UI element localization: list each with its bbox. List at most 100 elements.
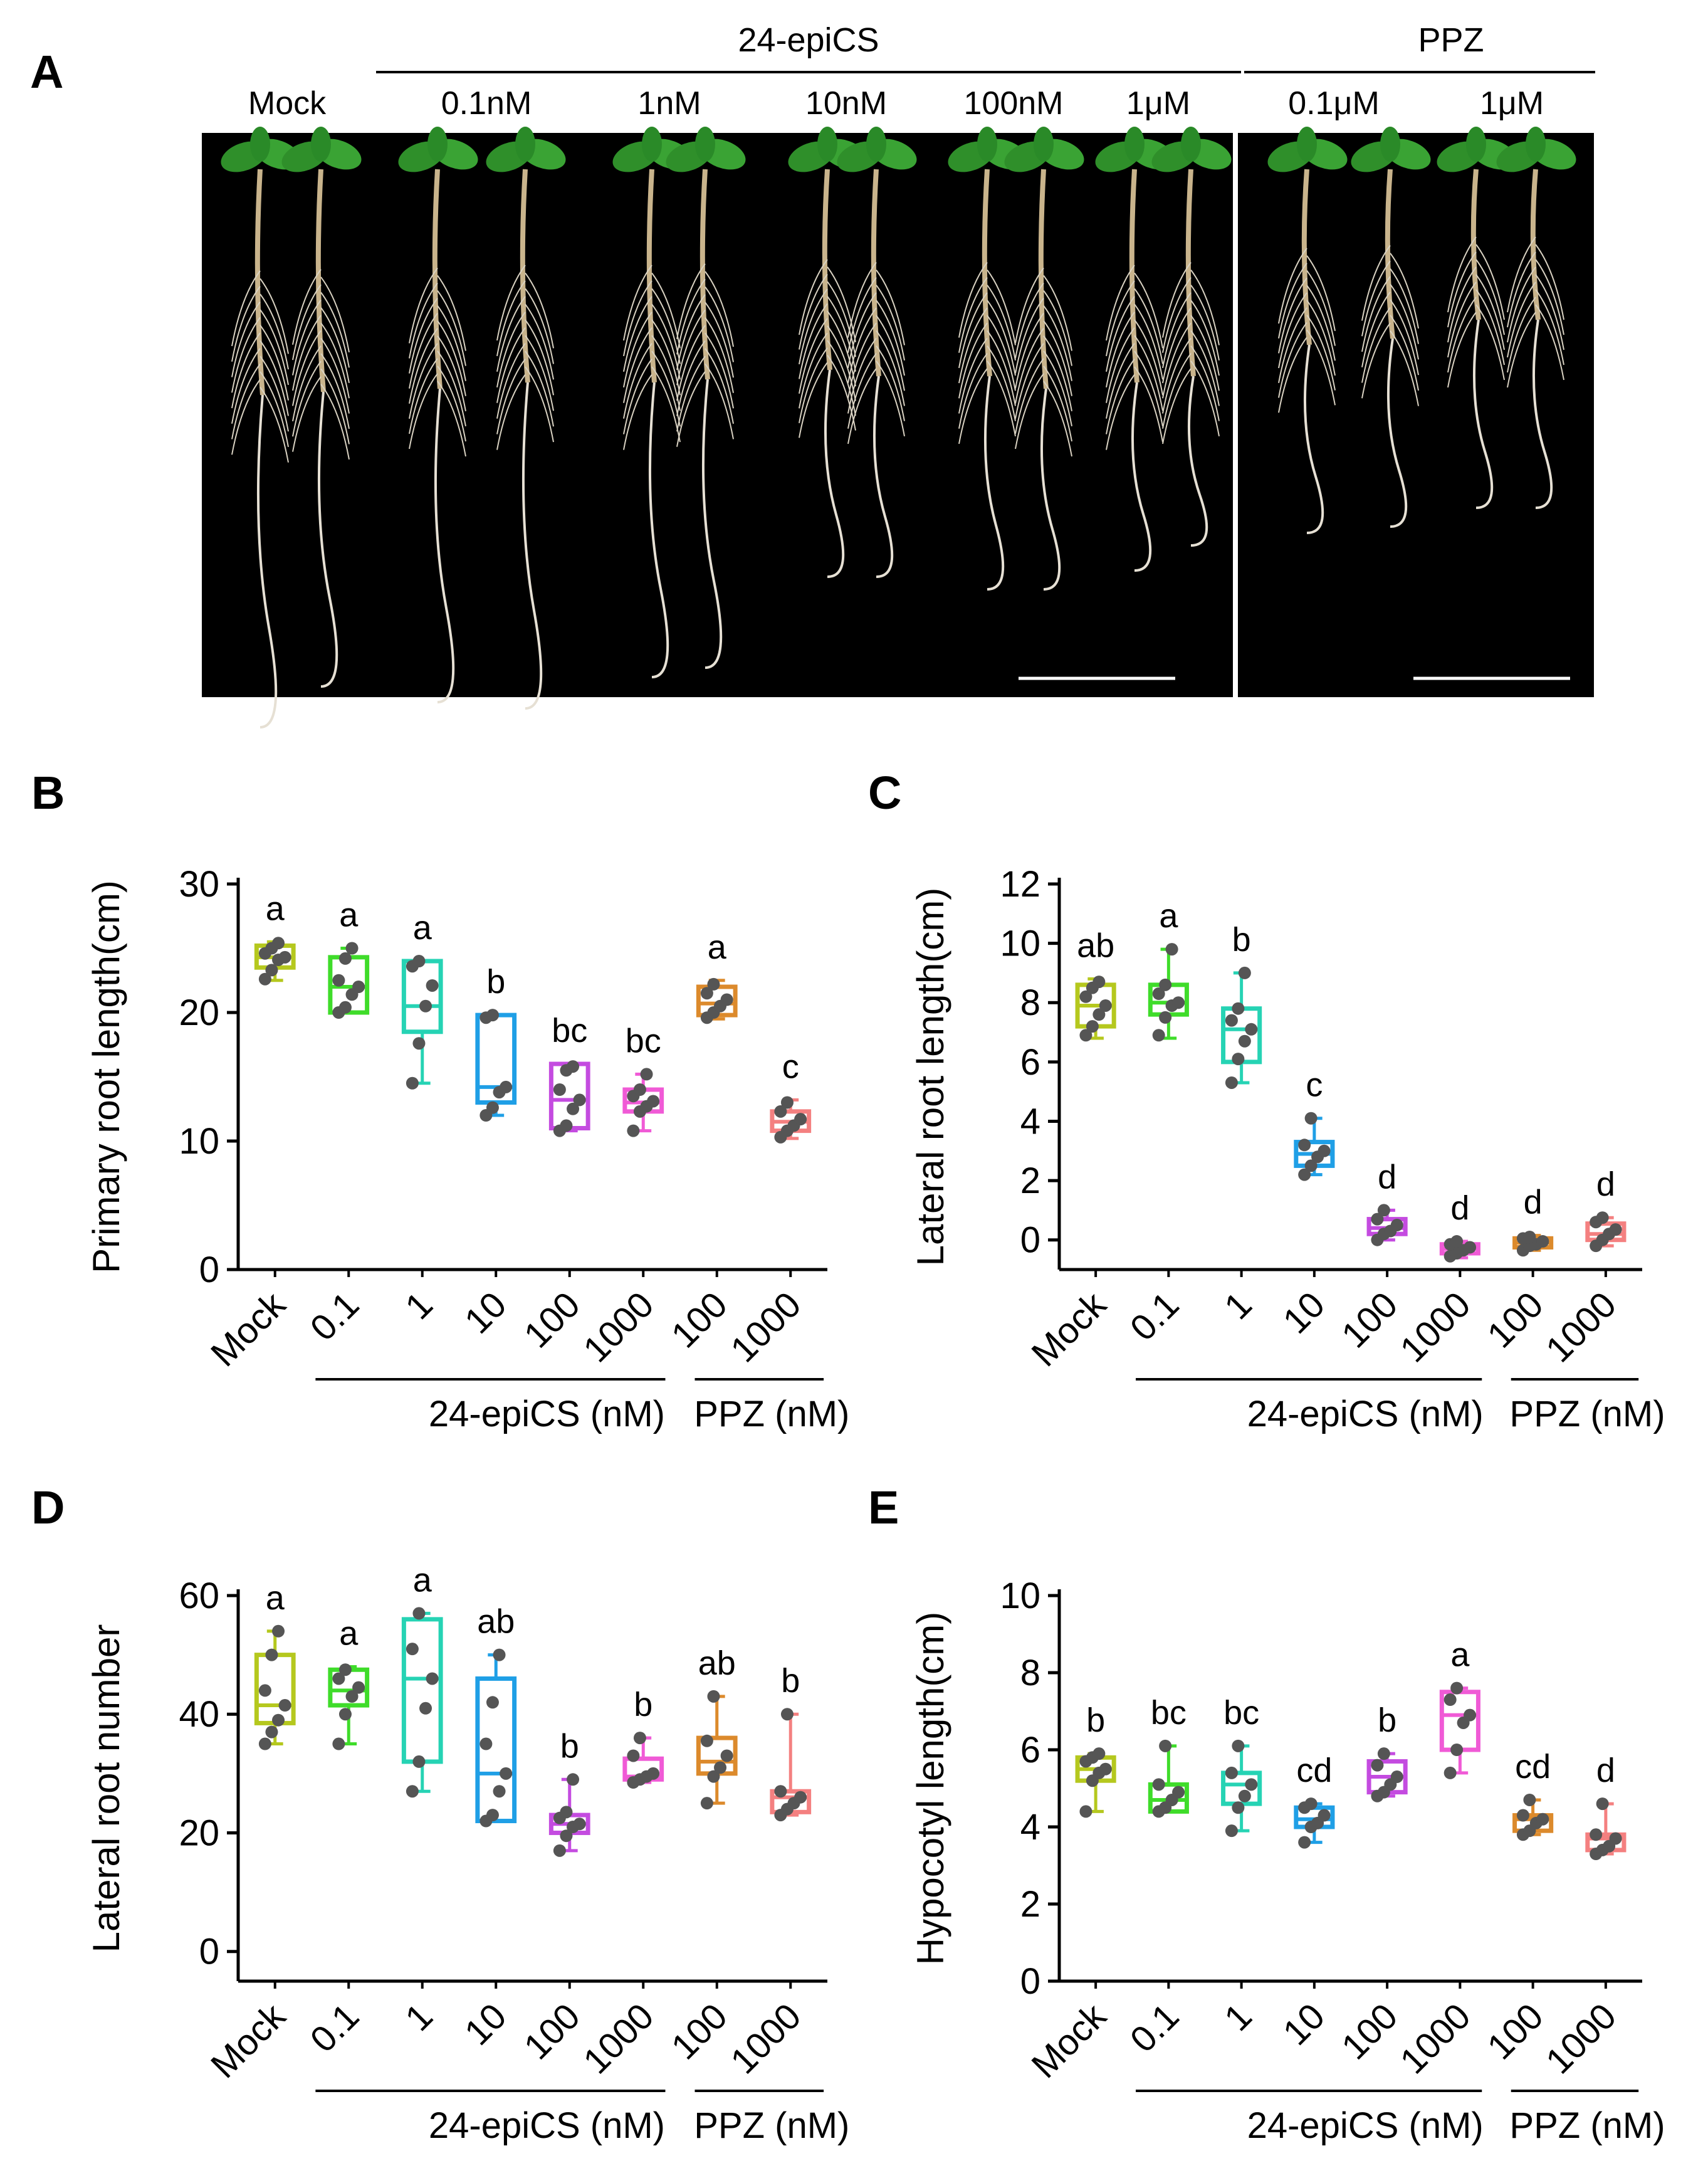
data-point — [352, 981, 365, 993]
data-point — [493, 1785, 506, 1798]
data-point — [419, 1702, 432, 1715]
seedling — [1267, 127, 1348, 534]
box-4: b — [1366, 1702, 1408, 1802]
lateral-root — [437, 366, 466, 442]
data-point — [1238, 1789, 1251, 1802]
data-point — [265, 1648, 278, 1661]
y-tick-label: 2 — [1020, 1884, 1040, 1925]
lateral-root — [1015, 282, 1044, 359]
lateral-root — [1106, 265, 1135, 341]
data-point — [720, 993, 733, 1006]
seedling-root — [824, 369, 845, 578]
lateral-root — [1535, 259, 1564, 335]
data-point — [1298, 1836, 1311, 1849]
lateral-root — [676, 355, 706, 432]
seedling — [1004, 127, 1084, 591]
lateral-root — [1306, 270, 1336, 346]
lateral-root — [1390, 330, 1419, 406]
lateral-root — [876, 330, 905, 406]
significance-letter: a — [413, 909, 432, 947]
significance-letter: a — [1450, 1636, 1470, 1674]
significance-letter: d — [1596, 1165, 1615, 1203]
lateral-root — [1043, 275, 1072, 351]
lateral-root — [1134, 288, 1163, 364]
data-point — [1390, 1770, 1403, 1784]
leaf — [1124, 127, 1145, 162]
lateral-root — [409, 298, 438, 374]
lateral-root — [1361, 260, 1391, 337]
lateral-root — [1278, 277, 1307, 354]
lateral-root — [437, 275, 466, 351]
seedling — [666, 127, 746, 669]
significance-letter: cd — [1515, 1748, 1551, 1786]
lateral-root — [1475, 244, 1505, 320]
lateral-root — [320, 276, 350, 353]
lateral-root — [1507, 266, 1536, 343]
lateral-root — [1507, 251, 1536, 328]
lateral-root — [799, 362, 828, 438]
lateral-root — [623, 327, 652, 403]
box-6: d — [1512, 1184, 1554, 1257]
x-tick-label: 100 — [516, 1284, 588, 1355]
seedling-stem — [1038, 169, 1049, 389]
significance-letter: b — [781, 1662, 800, 1700]
lateral-root — [231, 379, 261, 455]
data-point — [1377, 1747, 1390, 1760]
x-tick-label: 100 — [516, 1996, 588, 2067]
box-4: d — [1366, 1158, 1408, 1246]
data-point — [1523, 1793, 1536, 1806]
lateral-root — [1015, 358, 1044, 434]
lateral-root — [1043, 320, 1072, 396]
lateral-root — [1134, 335, 1163, 411]
data-point — [1390, 1219, 1403, 1232]
x-tick-label: 1000 — [723, 1996, 809, 2081]
seedling-photo-right — [1238, 133, 1594, 697]
lateral-root — [409, 267, 438, 344]
data-point — [1225, 1076, 1238, 1089]
lateral-root — [1043, 350, 1072, 427]
lateral-root — [409, 328, 438, 404]
lateral-root — [1447, 251, 1477, 328]
lateral-root — [1134, 366, 1163, 443]
box-iqr — [475, 1676, 517, 1824]
y-axis-label: Lateral root number — [85, 1624, 127, 1953]
data-point — [1304, 1159, 1318, 1172]
lateral-root — [1535, 289, 1564, 366]
box-3: cd — [1294, 1752, 1335, 1849]
box-1: a — [1148, 897, 1189, 1042]
condition-label: 10nM — [805, 85, 887, 122]
significance-letter: d — [1524, 1184, 1543, 1221]
data-point — [332, 974, 345, 987]
y-tick-label: 8 — [1020, 982, 1040, 1023]
lateral-root — [231, 286, 261, 362]
significance-letter: d — [1378, 1158, 1396, 1196]
x-tick-label: 1 — [397, 1284, 441, 1327]
lateral-root — [1507, 297, 1536, 373]
lateral-root — [231, 332, 261, 409]
lateral-root — [1190, 345, 1220, 421]
data-point — [1318, 1144, 1331, 1157]
lateral-root — [987, 285, 1016, 360]
seedling-stem — [1470, 169, 1481, 320]
data-point — [1590, 1828, 1603, 1841]
data-point — [794, 1113, 807, 1126]
lateral-root — [259, 355, 289, 432]
lateral-root — [1043, 335, 1072, 411]
data-point — [426, 979, 439, 992]
data-point — [774, 1105, 787, 1118]
x-tick-label: 0.1 — [1123, 1284, 1187, 1349]
lateral-root — [1390, 299, 1419, 376]
data-point — [1172, 996, 1185, 1009]
lateral-root — [799, 347, 828, 423]
lateral-root — [1278, 337, 1307, 413]
data-point — [1516, 1809, 1529, 1822]
data-point — [1245, 1778, 1258, 1791]
lateral-root — [847, 292, 877, 369]
seedling-root — [434, 388, 455, 703]
box-6: cd — [1512, 1748, 1554, 1841]
data-point — [1238, 1034, 1251, 1048]
data-point — [700, 1734, 713, 1747]
lateral-root — [1162, 337, 1192, 414]
